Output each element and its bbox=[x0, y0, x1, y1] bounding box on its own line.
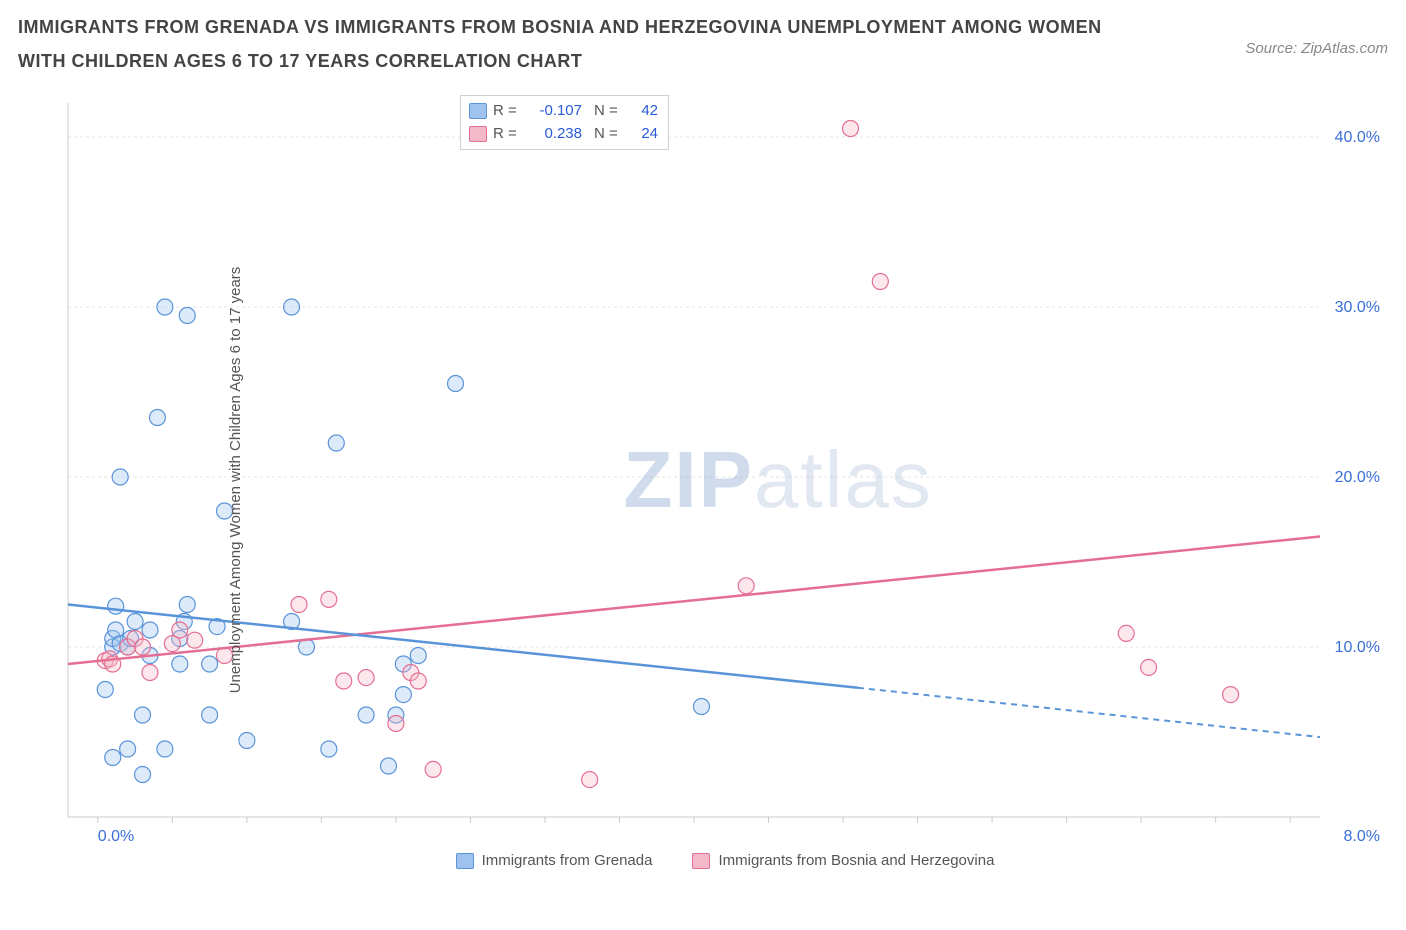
source-prefix: Source: bbox=[1245, 40, 1301, 57]
y-axis-label: Unemployment Among Women with Children A… bbox=[227, 267, 244, 694]
swatch-bosnia bbox=[692, 853, 710, 869]
chart-title: IMMIGRANTS FROM GRENADA VS IMMIGRANTS FR… bbox=[18, 10, 1128, 78]
svg-text:20.0%: 20.0% bbox=[1335, 469, 1380, 486]
legend-label-grenada: Immigrants from Grenada bbox=[482, 852, 653, 869]
swatch-grenada bbox=[469, 103, 487, 119]
stats-row-grenada: R = -0.107 N = 42 bbox=[469, 100, 658, 123]
source-attribution: Source: ZipAtlas.com bbox=[1245, 40, 1388, 57]
stats-label-r: R = bbox=[493, 123, 521, 146]
svg-text:30.0%: 30.0% bbox=[1335, 299, 1380, 316]
swatch-grenada bbox=[456, 853, 474, 869]
svg-text:0.0%: 0.0% bbox=[98, 828, 134, 845]
bottom-legend: Immigrants from Grenada Immigrants from … bbox=[60, 852, 1390, 869]
svg-text:10.0%: 10.0% bbox=[1335, 639, 1380, 656]
legend-item-bosnia: Immigrants from Bosnia and Herzegovina bbox=[692, 852, 994, 869]
scatter-plot: 10.0% 20.0% 30.0% 40.0% 0.0% 8.0% bbox=[60, 95, 1390, 865]
header: IMMIGRANTS FROM GRENADA VS IMMIGRANTS FR… bbox=[18, 10, 1388, 78]
stats-label-n: N = bbox=[594, 123, 622, 146]
stats-label-n: N = bbox=[594, 100, 622, 123]
source-name: ZipAtlas.com bbox=[1301, 40, 1388, 57]
stats-value-n-grenada: 42 bbox=[628, 100, 658, 123]
legend-label-bosnia: Immigrants from Bosnia and Herzegovina bbox=[718, 852, 994, 869]
stats-legend-box: R = -0.107 N = 42 R = 0.238 N = 24 bbox=[460, 95, 669, 150]
stats-value-n-bosnia: 24 bbox=[628, 123, 658, 146]
stats-label-r: R = bbox=[493, 100, 521, 123]
svg-text:40.0%: 40.0% bbox=[1335, 129, 1380, 146]
svg-text:8.0%: 8.0% bbox=[1344, 828, 1380, 845]
swatch-bosnia bbox=[469, 126, 487, 142]
legend-item-grenada: Immigrants from Grenada bbox=[456, 852, 653, 869]
stats-row-bosnia: R = 0.238 N = 24 bbox=[469, 123, 658, 146]
stats-value-r-bosnia: 0.238 bbox=[527, 123, 582, 146]
plot-area: Unemployment Among Women with Children A… bbox=[60, 95, 1390, 865]
stats-value-r-grenada: -0.107 bbox=[527, 100, 582, 123]
